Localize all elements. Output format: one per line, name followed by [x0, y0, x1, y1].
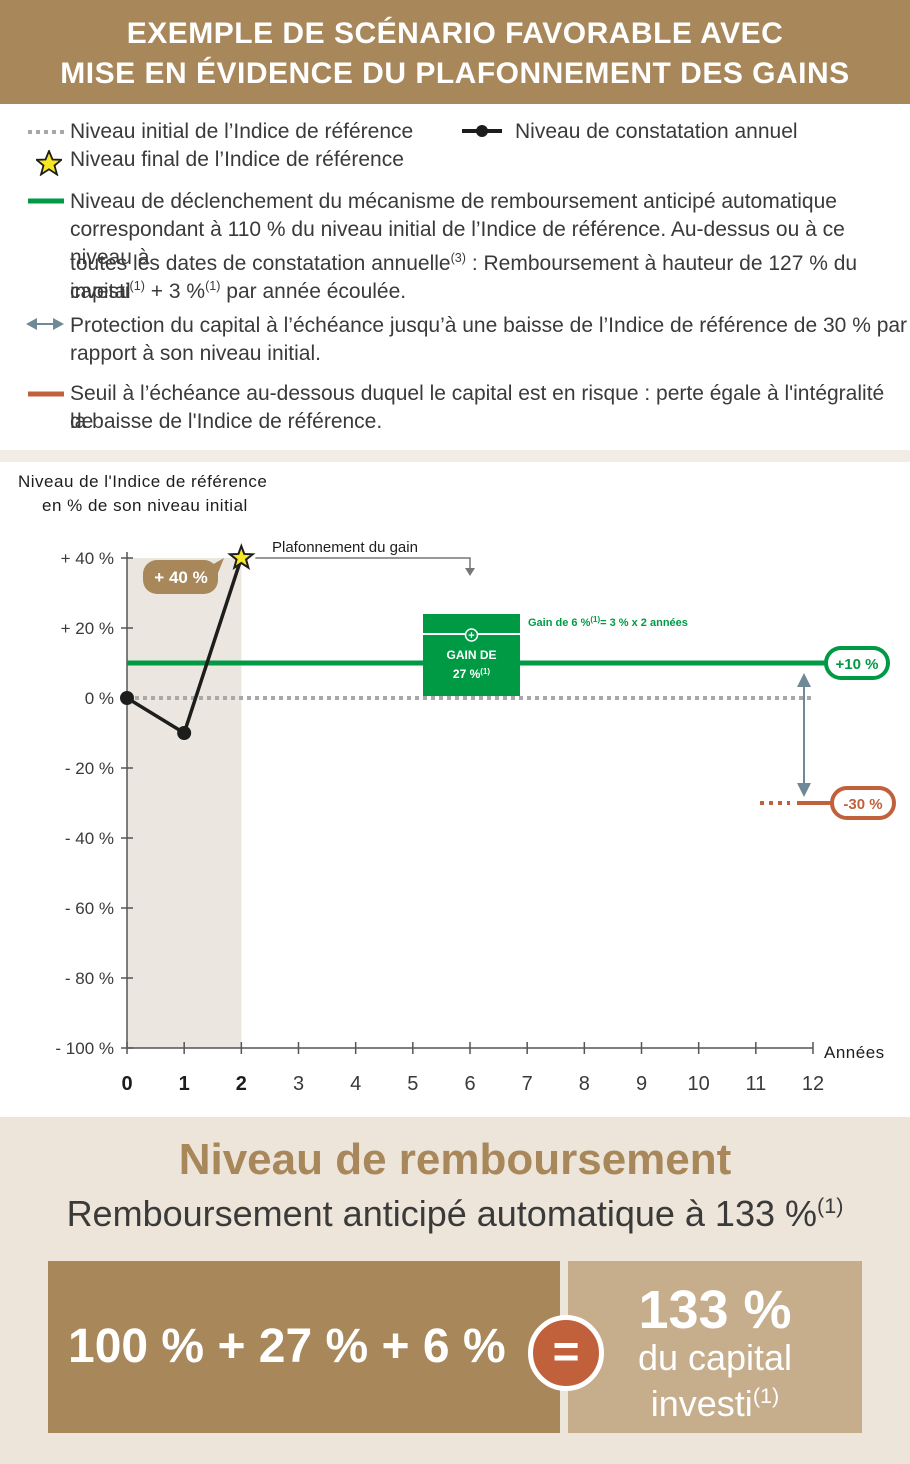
chart-svg: Niveau de l'Indice de référence en % de s…: [18, 472, 896, 1095]
footnote-mark: (3): [450, 251, 467, 265]
footnote-mark: (1): [817, 1193, 844, 1218]
x-tick-label: 4: [350, 1073, 361, 1095]
protection-arrow-head-down: [797, 783, 811, 797]
green-line-icon: [28, 198, 64, 204]
legend-final-level: Niveau final de l’Indice de référence: [70, 148, 404, 171]
header-title-line-1: EXEMPLE DE SCÉNARIO FAVORABLE AVEC: [126, 17, 784, 50]
line-dot-icon: [462, 125, 502, 137]
x-tick-label: 10: [688, 1073, 710, 1095]
plus-icon: [464, 628, 479, 642]
repayment-subtitle-text: Remboursement anticipé automatique à 133…: [66, 1193, 818, 1234]
rust-line-icon: [28, 391, 64, 397]
repayment-section: Niveau de remboursement Remboursement an…: [0, 1117, 910, 1464]
y-tick-label: - 80 %: [65, 969, 114, 988]
cap-label: Plafonnement du gain: [272, 539, 418, 556]
plus-icon-glyph: +: [468, 630, 474, 642]
legend: Niveau initial de l’Indice de référence …: [0, 104, 910, 450]
y-tick-label: + 40 %: [61, 549, 114, 568]
result-line-2: investi(1): [568, 1377, 862, 1423]
dotted-line-icon: [28, 130, 64, 134]
y-tick-label: - 20 %: [65, 759, 114, 778]
x-tick-label: 5: [407, 1073, 418, 1095]
star-icon: [36, 150, 62, 176]
final-label-bubble-tail: [210, 558, 224, 578]
result-line-1: du capital: [637, 1337, 793, 1378]
x-axis-title: Années: [824, 1043, 885, 1062]
y-tick-label: + 20 %: [61, 619, 114, 638]
result-line-2-text: investi: [650, 1383, 753, 1424]
y-axis-title-line-1: Niveau de l'Indice de référence: [18, 472, 267, 491]
x-tick-label: 0: [121, 1073, 132, 1095]
formula-box: 100 % + 27 % + 6 %: [48, 1261, 560, 1433]
shaded-period: [127, 558, 242, 1048]
annual-observation-point: [120, 691, 134, 705]
final-label-bubble: [143, 560, 218, 594]
gain-box: [423, 614, 520, 696]
x-tick-label: 6: [464, 1073, 475, 1095]
cap-arrow-line: [255, 557, 471, 570]
x-tick-label: 11: [745, 1073, 766, 1095]
double-arrow-icon: [26, 318, 64, 330]
annual-observation-point: [177, 726, 192, 740]
cap-arrow-head: [465, 568, 475, 576]
y-tick-label: - 100 %: [55, 1039, 114, 1058]
footnote-mark: (1): [752, 1383, 780, 1408]
repayment-title: Niveau de remboursement: [178, 1135, 732, 1184]
risk-badge: [830, 786, 896, 820]
legend-trigger-line-4: investi(1) + 3 %(1) par année écoulée.: [70, 272, 406, 306]
x-tick-label: 1: [179, 1073, 190, 1095]
repayment-subtitle: Remboursement anticipé automatique à 133…: [0, 1193, 910, 1235]
legend-protection-line-1: Protection du capital à l’échéance jusqu…: [70, 314, 908, 337]
legend-protection-line-2: rapport à son niveau initial.: [70, 342, 321, 365]
y-tick-label: - 60 %: [65, 899, 114, 918]
trigger-badge-label: +10 %: [836, 656, 879, 673]
legend-risk-line-2: la baisse de l'Indice de référence.: [70, 410, 383, 433]
trigger-badge: [824, 646, 890, 680]
legend-initial-level: Niveau initial de l’Indice de référence: [70, 120, 414, 143]
result-box: 133 % du capital investi(1): [568, 1261, 862, 1433]
page-header: EXEMPLE DE SCÉNARIO FAVORABLE AVEC MISE …: [0, 0, 910, 104]
legend-trigger-line-3: toutes les dates de constatation annuell…: [70, 244, 910, 306]
x-tick-label: 2: [236, 1073, 247, 1095]
x-tick-label: 12: [802, 1073, 824, 1095]
y-tick-label: - 40 %: [65, 829, 114, 848]
x-tick-label: 7: [522, 1073, 533, 1095]
footnote-mark: (1): [205, 279, 221, 293]
legend-annual-level: Niveau de constatation annuel: [515, 120, 798, 143]
gain-box-line-2: 27 %(1): [453, 667, 490, 681]
equals-icon: =: [528, 1315, 604, 1391]
final-label: + 40 %: [154, 568, 207, 587]
legend-trigger-text: toutes les dates de constatation annuell…: [70, 252, 451, 275]
y-tick-label: 0 %: [85, 689, 114, 708]
risk-badge-label: -30 %: [843, 796, 882, 813]
header-title-line-2: MISE EN ÉVIDENCE DU PLAFONNEMENT DES GAI…: [60, 57, 850, 90]
legend-risk-line-1: Seuil à l’échéance au-dessous duquel le …: [70, 382, 885, 433]
y-axis-title-line-2: en % de son niveau initial: [42, 496, 248, 515]
separator: [0, 450, 910, 462]
x-tick-label: 3: [293, 1073, 304, 1095]
gain-note: Gain de 6 %(1)= 3 % x 2 années: [528, 615, 688, 629]
chart: Niveau de l'Indice de référence en % de s…: [0, 462, 910, 1117]
x-tick-label: 8: [579, 1073, 590, 1095]
legend-trigger-text: par année écoulée.: [220, 280, 407, 303]
legend-trigger-line-1: Niveau de déclenchement du mécanisme de …: [70, 190, 837, 213]
legend-trigger-text: + 3 %: [144, 280, 206, 303]
legend-trigger-line-2: correspondant à 110 % du niveau initial …: [70, 218, 845, 269]
final-level-star-icon: [227, 543, 256, 571]
gain-box-line-1: GAIN DE: [446, 648, 496, 662]
result-percent: 133 %: [638, 1280, 792, 1340]
protection-arrow-head-up: [797, 673, 811, 687]
x-tick-label: 9: [636, 1073, 647, 1095]
footnote-mark: (1): [129, 279, 145, 293]
legend-trigger-text: : Remboursement à hauteur de 127 % du ca…: [70, 252, 858, 303]
legend-trigger-text: investi: [70, 280, 130, 303]
